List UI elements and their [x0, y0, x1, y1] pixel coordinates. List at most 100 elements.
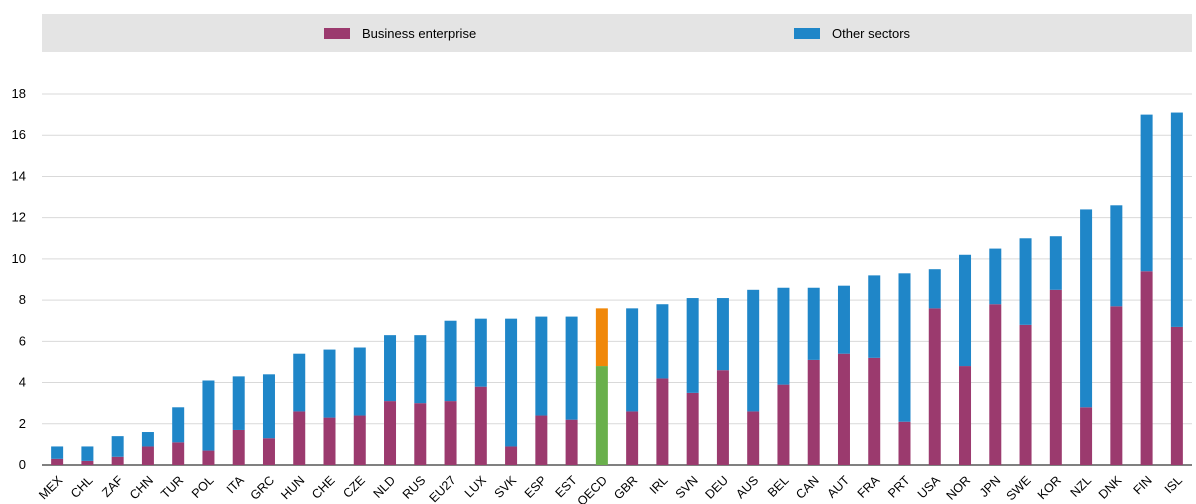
bar-aus-business-enterprise: [747, 411, 760, 465]
bar-deu-other-sectors: [716, 298, 729, 371]
bar-esp-other-sectors: [535, 316, 548, 416]
bar-isl-business-enterprise: [1170, 326, 1183, 465]
bar-esp-business-enterprise: [535, 415, 548, 465]
x-tick-label: USA: [915, 473, 944, 502]
bar-svk-other-sectors: [505, 318, 518, 447]
bar-gbr-business-enterprise: [626, 411, 639, 465]
bar-swe-business-enterprise: [1019, 324, 1032, 465]
x-tick-label: CHL: [68, 473, 96, 501]
bar-grc-other-sectors: [262, 374, 275, 439]
x-tick-label: BEL: [765, 473, 792, 500]
bar-nld-other-sectors: [384, 335, 397, 402]
x-tick-label: CHE: [309, 473, 338, 502]
y-tick-label: 2: [19, 416, 26, 431]
bar-jpn-business-enterprise: [989, 304, 1002, 465]
x-tick-label: GBR: [611, 473, 640, 502]
bar-tur-other-sectors: [172, 407, 185, 443]
bar-prt-business-enterprise: [898, 421, 911, 465]
bar-aut-other-sectors: [837, 285, 850, 354]
bar-aut-business-enterprise: [837, 353, 850, 465]
plot-area: [42, 94, 1192, 465]
bar-dnk-business-enterprise: [1110, 306, 1123, 465]
x-tick-label: DNK: [1096, 473, 1125, 502]
x-tick-label: JPN: [977, 473, 1004, 500]
x-tick-label: RUS: [400, 473, 429, 502]
bar-pol-business-enterprise: [202, 450, 215, 465]
legend-swatch-business: [324, 27, 350, 39]
bar-est-business-enterprise: [565, 419, 578, 465]
x-tick-label: ISL: [1162, 473, 1185, 496]
x-tick-label: ESP: [522, 473, 550, 501]
x-tick-label: ZAF: [99, 473, 126, 500]
y-tick-label: 0: [19, 457, 26, 472]
bar-usa-other-sectors: [928, 269, 941, 309]
y-tick-label: 14: [12, 168, 26, 183]
bar-isl-other-sectors: [1170, 112, 1183, 327]
bar-svk-business-enterprise: [505, 446, 518, 465]
bar-kor-business-enterprise: [1049, 289, 1062, 465]
x-tick-label: EU27: [427, 473, 459, 504]
x-tick-label: HUN: [278, 473, 307, 502]
bar-prt-other-sectors: [898, 273, 911, 422]
bar-fin-other-sectors: [1140, 114, 1153, 272]
bar-mex-business-enterprise: [51, 458, 64, 465]
bar-cze-business-enterprise: [353, 415, 366, 465]
y-tick-label: 16: [12, 127, 26, 142]
bar-eu27-business-enterprise: [444, 401, 457, 465]
x-tick-label: FIN: [1131, 473, 1155, 497]
bar-chn-other-sectors: [141, 432, 154, 447]
legend-label-other: Other sectors: [832, 25, 911, 41]
y-tick-label: 12: [12, 210, 26, 225]
x-tick-label: FRA: [855, 473, 883, 501]
bar-nzl-other-sectors: [1080, 209, 1093, 408]
bar-hun-business-enterprise: [293, 411, 306, 465]
bar-chn-business-enterprise: [141, 446, 154, 465]
bar-zaf-business-enterprise: [111, 456, 124, 465]
bar-hun-other-sectors: [293, 353, 306, 412]
bar-tur-business-enterprise: [172, 442, 185, 465]
bar-aus-other-sectors: [747, 289, 760, 412]
bar-nld-business-enterprise: [384, 401, 397, 465]
x-tick-label: MEX: [36, 473, 66, 503]
legend: Business enterprise Other sectors: [42, 14, 1192, 52]
legend-item-business-enterprise: Business enterprise: [324, 25, 476, 41]
x-tick-label: GRC: [248, 473, 278, 503]
bar-pol-other-sectors: [202, 380, 215, 451]
bar-svn-business-enterprise: [686, 392, 699, 465]
legend-item-other-sectors: Other sectors: [794, 25, 910, 41]
x-tick-label: AUT: [825, 473, 853, 501]
bar-nor-business-enterprise: [959, 366, 972, 465]
bar-irl-other-sectors: [656, 304, 669, 379]
bar-jpn-other-sectors: [989, 248, 1002, 305]
bar-lux-other-sectors: [474, 318, 487, 387]
bar-lux-business-enterprise: [474, 386, 487, 465]
bar-can-business-enterprise: [807, 359, 820, 465]
y-tick-label: 4: [19, 375, 26, 390]
x-tick-label: NOR: [944, 473, 974, 503]
y-tick-label: 10: [12, 251, 26, 266]
bar-chl-business-enterprise: [81, 460, 94, 465]
bar-gbr-other-sectors: [626, 308, 639, 412]
x-tick-label: AUS: [733, 473, 761, 501]
x-tick-label: POL: [189, 473, 217, 501]
bar-can-other-sectors: [807, 287, 820, 360]
x-tick-label: CHN: [127, 473, 156, 502]
bar-che-other-sectors: [323, 349, 336, 418]
y-tick-label: 6: [19, 333, 26, 348]
bar-oecd-business-enterprise: [595, 366, 608, 465]
x-tick-label: SWE: [1004, 473, 1034, 503]
x-tick-label: SVK: [492, 473, 520, 501]
x-tick-label: CZE: [340, 473, 368, 501]
x-tick-label: SVN: [673, 473, 701, 501]
x-tick-label: PRT: [885, 473, 913, 501]
bar-chl-other-sectors: [81, 446, 94, 461]
x-tick-label: TUR: [158, 473, 186, 501]
bar-cze-other-sectors: [353, 347, 366, 416]
x-tick-label: DEU: [702, 473, 731, 502]
x-tick-label: OECD: [575, 473, 610, 504]
x-tick-label: CAN: [793, 473, 822, 502]
bar-svn-other-sectors: [686, 298, 699, 393]
bar-fra-other-sectors: [868, 275, 881, 358]
bar-oecd-other-sectors: [595, 308, 608, 367]
bar-ita-business-enterprise: [232, 429, 245, 465]
